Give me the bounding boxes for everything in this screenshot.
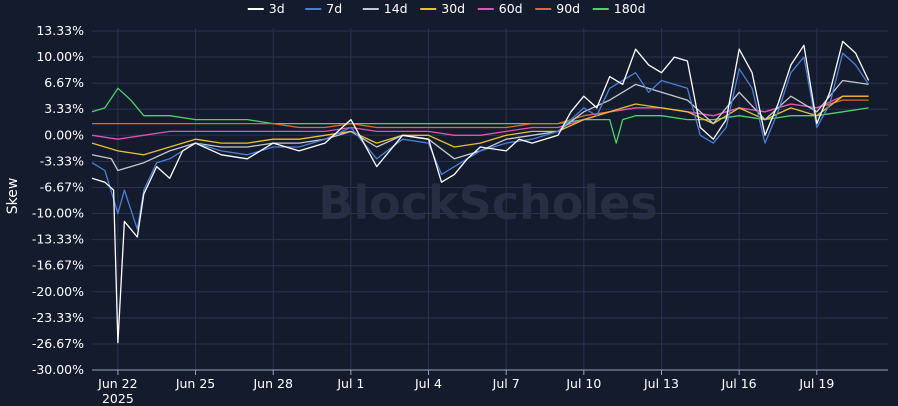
watermark: BlockScholes <box>318 176 657 230</box>
series-line-7d <box>91 52 870 230</box>
x-tick-label: Jul 10 <box>565 376 601 391</box>
y-tick-label: -3.33% <box>40 153 84 168</box>
legend-item-14d[interactable]: 14d <box>362 1 408 16</box>
legend-item-180d[interactable]: 180d <box>592 1 646 16</box>
legend-label: 14d <box>384 1 408 16</box>
x-tick-label: Jun 28 <box>252 376 292 391</box>
x-tick-label: Jun 25 <box>175 376 215 391</box>
legend-label: 90d <box>556 1 580 16</box>
y-tick-label: -26.67% <box>32 336 84 351</box>
legend-label: 180d <box>614 1 646 16</box>
x-tick-label: Jul 1 <box>336 376 364 391</box>
y-tick-label: 13.33% <box>36 23 84 38</box>
x-tick-label: Jul 19 <box>798 376 834 391</box>
x-tick-label: Jul 4 <box>414 376 442 391</box>
x-tick-label: Jun 22 <box>97 376 137 391</box>
x-tick-label: Jul 7 <box>492 376 520 391</box>
legend-label: 3d <box>269 1 285 16</box>
y-tick-label: 6.67% <box>44 75 84 90</box>
series-line-30d <box>91 95 869 156</box>
legend[interactable]: 3d 7d 14d 30d 60d 90d 180d <box>247 1 646 16</box>
legend-item-30d[interactable]: 30d <box>420 1 465 16</box>
y-tick-label: -10.00% <box>32 206 84 221</box>
y-tick-label: -6.67% <box>40 179 84 194</box>
x-tick-year-label: 2025 <box>102 391 134 406</box>
y-tick-label: -30.00% <box>32 362 84 377</box>
y-axis-label: Skew <box>5 178 21 215</box>
legend-item-60d[interactable]: 60d <box>477 1 523 16</box>
series-line-3d <box>91 40 870 344</box>
y-tick-label: 3.33% <box>44 101 84 116</box>
legend-label: 7d <box>326 1 342 16</box>
y-tick-label: -23.33% <box>32 310 84 325</box>
y-tick-label: -20.00% <box>32 284 84 299</box>
legend-item-90d[interactable]: 90d <box>535 1 580 16</box>
x-tick-label: Jul 16 <box>721 376 757 391</box>
legend-item-7d[interactable]: 7d <box>305 1 342 16</box>
series-line-14d <box>91 79 869 172</box>
legend-label: 30d <box>441 1 465 16</box>
x-tick-label: Jul 13 <box>643 376 679 391</box>
series-lines <box>91 40 870 344</box>
legend-item-3d[interactable]: 3d <box>247 1 285 16</box>
legend-label: 60d <box>499 1 523 16</box>
grid <box>92 28 888 375</box>
y-tick-label: -16.67% <box>32 258 84 273</box>
y-axis-tick-labels: 13.33% 10.00% 6.67% 3.33% 0.00% -3.33% -6.67% -… <box>32 23 84 377</box>
y-tick-label: -13.33% <box>32 232 84 247</box>
y-tick-label: 0.00% <box>44 127 84 142</box>
y-tick-label: 10.00% <box>36 49 84 64</box>
